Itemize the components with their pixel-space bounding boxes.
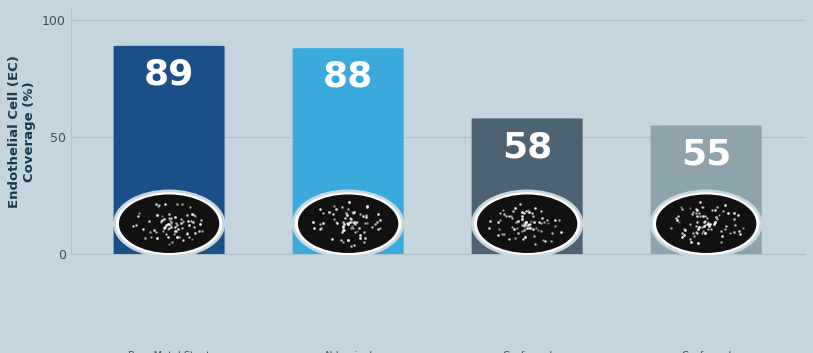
Ellipse shape bbox=[651, 191, 761, 257]
FancyBboxPatch shape bbox=[472, 118, 583, 254]
Y-axis label: Endothelial Cell (EC)
Coverage (%): Endothelial Cell (EC) Coverage (%) bbox=[8, 55, 37, 208]
Text: 89: 89 bbox=[144, 58, 194, 91]
Ellipse shape bbox=[472, 191, 582, 257]
FancyBboxPatch shape bbox=[293, 48, 403, 254]
Ellipse shape bbox=[477, 195, 577, 253]
Text: 58: 58 bbox=[502, 130, 552, 164]
Ellipse shape bbox=[115, 191, 224, 257]
FancyBboxPatch shape bbox=[114, 46, 224, 254]
Ellipse shape bbox=[293, 191, 402, 257]
Text: 55: 55 bbox=[681, 137, 732, 171]
Text: 88: 88 bbox=[323, 60, 373, 94]
Ellipse shape bbox=[119, 195, 220, 253]
FancyBboxPatch shape bbox=[650, 125, 762, 254]
Ellipse shape bbox=[298, 195, 398, 253]
Ellipse shape bbox=[656, 195, 756, 253]
